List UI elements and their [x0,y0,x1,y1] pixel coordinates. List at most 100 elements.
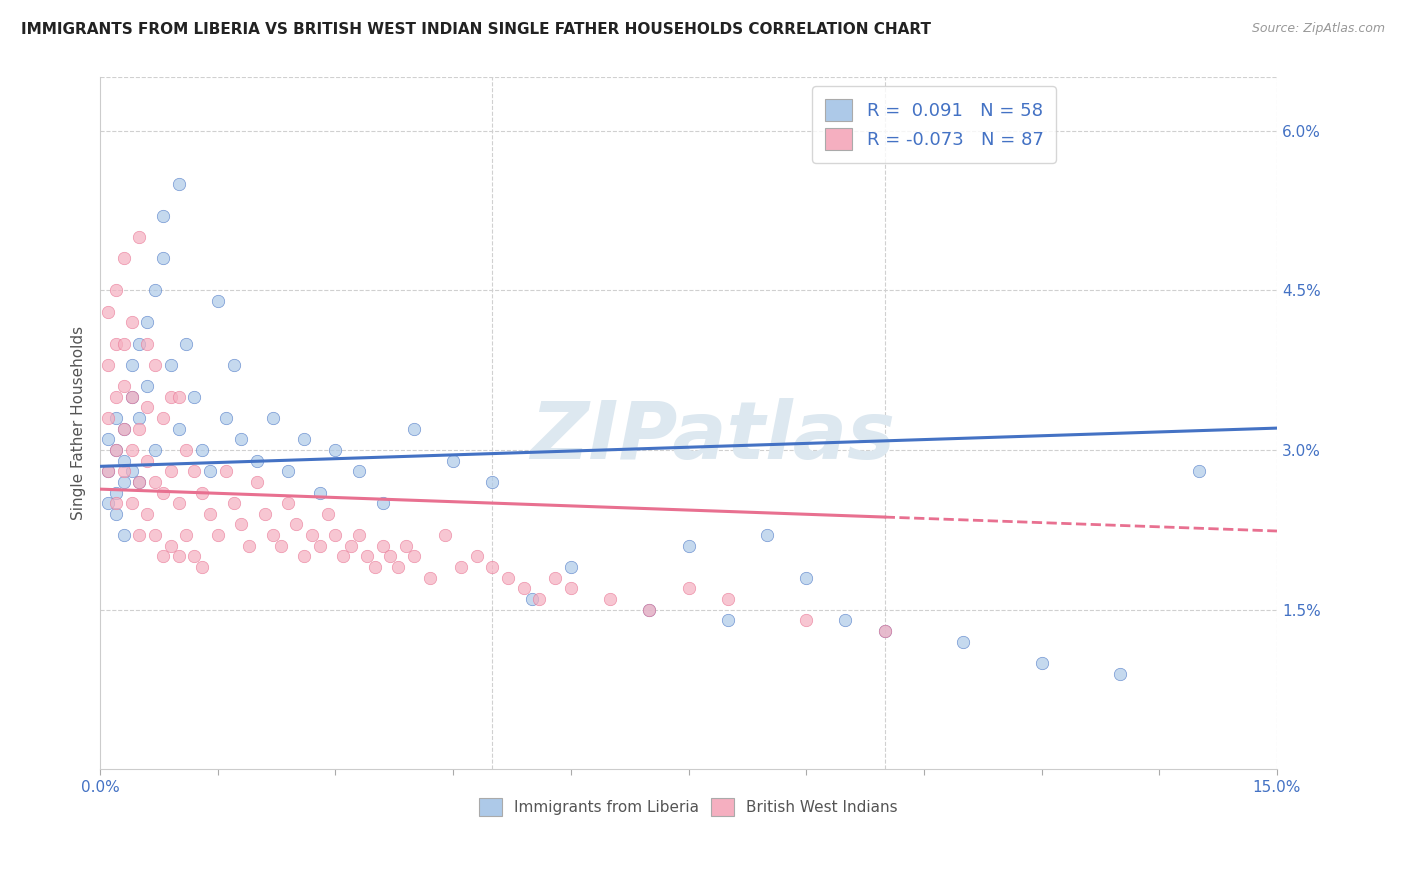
Point [198,507,221,521]
Point [191,442,214,457]
Point [136,336,159,351]
Point [481,475,503,489]
Point [794,571,817,585]
Point [121,442,143,457]
Point [952,634,974,648]
Point [513,582,536,596]
Point [167,390,190,404]
Point [246,475,269,489]
Point [121,464,143,478]
Point [143,358,166,372]
Point [112,453,135,467]
Point [159,358,181,372]
Point [638,602,661,616]
Point [128,336,150,351]
Point [207,528,229,542]
Point [143,475,166,489]
Point [159,464,181,478]
Point [152,209,174,223]
Point [277,464,299,478]
Point [332,549,354,564]
Point [301,528,323,542]
Point [128,528,150,542]
Point [678,539,700,553]
Point [97,464,120,478]
Point [97,411,120,425]
Point [152,252,174,266]
Point [112,422,135,436]
Point [143,283,166,297]
Point [104,442,127,457]
Point [717,613,740,627]
Point [465,549,488,564]
Point [599,592,621,607]
Point [356,549,378,564]
Point [834,613,856,627]
Point [231,433,253,447]
Point [152,549,174,564]
Point [387,560,409,574]
Point [560,582,582,596]
Point [496,571,519,585]
Point [207,293,229,308]
Point [222,496,245,510]
Point [128,411,150,425]
Point [873,624,896,638]
Point [128,475,150,489]
Point [347,464,370,478]
Point [481,560,503,574]
Point [128,475,150,489]
Point [167,496,190,510]
Point [143,528,166,542]
Point [520,592,543,607]
Point [112,422,135,436]
Point [97,358,120,372]
Point [104,336,127,351]
Point [371,496,394,510]
Point [395,539,418,553]
Point [104,507,127,521]
Point [112,464,135,478]
Point [152,411,174,425]
Point [136,315,159,329]
Point [238,539,260,553]
Point [121,390,143,404]
Point [277,496,299,510]
Point [222,358,245,372]
Point [97,433,120,447]
Point [183,464,205,478]
Point [159,539,181,553]
Point [402,422,425,436]
Point [143,442,166,457]
Point [183,549,205,564]
Legend: Immigrants from Liberia, British West Indians: Immigrants from Liberia, British West In… [471,790,905,824]
Point [176,442,198,457]
Point [167,422,190,436]
Point [380,549,402,564]
Point [136,401,159,415]
Point [717,592,740,607]
Point [544,571,567,585]
Point [121,390,143,404]
Point [104,411,127,425]
Point [402,549,425,564]
Point [159,390,181,404]
Point [112,475,135,489]
Point [97,496,120,510]
Point [214,464,236,478]
Point [340,539,363,553]
Point [308,539,330,553]
Point [136,507,159,521]
Point [419,571,441,585]
Point [441,453,464,467]
Point [316,507,339,521]
Point [638,602,661,616]
Point [756,528,779,542]
Point [112,379,135,393]
Point [1031,656,1053,670]
Point [262,411,284,425]
Point [104,442,127,457]
Point [104,390,127,404]
Point [198,464,221,478]
Point [1109,666,1132,681]
